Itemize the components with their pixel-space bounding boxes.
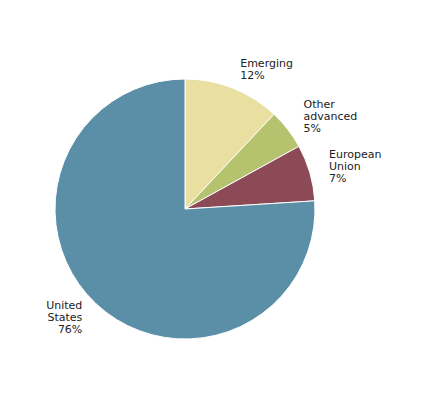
labels: Emerging12% Otheradvanced5% EuropeanUnion7…: [46, 57, 381, 337]
data-label: UnitedStates76%: [46, 299, 82, 336]
data-label-line: 5%: [304, 122, 321, 135]
data-label: Emerging12%: [240, 57, 293, 82]
data-label: Otheradvanced5%: [304, 98, 358, 135]
data-label: EuropeanUnion7%: [329, 148, 381, 185]
data-label-line: 7%: [329, 172, 346, 185]
pie: [55, 79, 315, 339]
slice: [55, 79, 315, 339]
chart: Emerging12% Otheradvanced5% EuropeanUnion7…: [0, 0, 421, 418]
data-label-line: 76%: [58, 323, 82, 336]
data-label-line: 12%: [240, 69, 264, 82]
slice: [185, 146, 315, 209]
